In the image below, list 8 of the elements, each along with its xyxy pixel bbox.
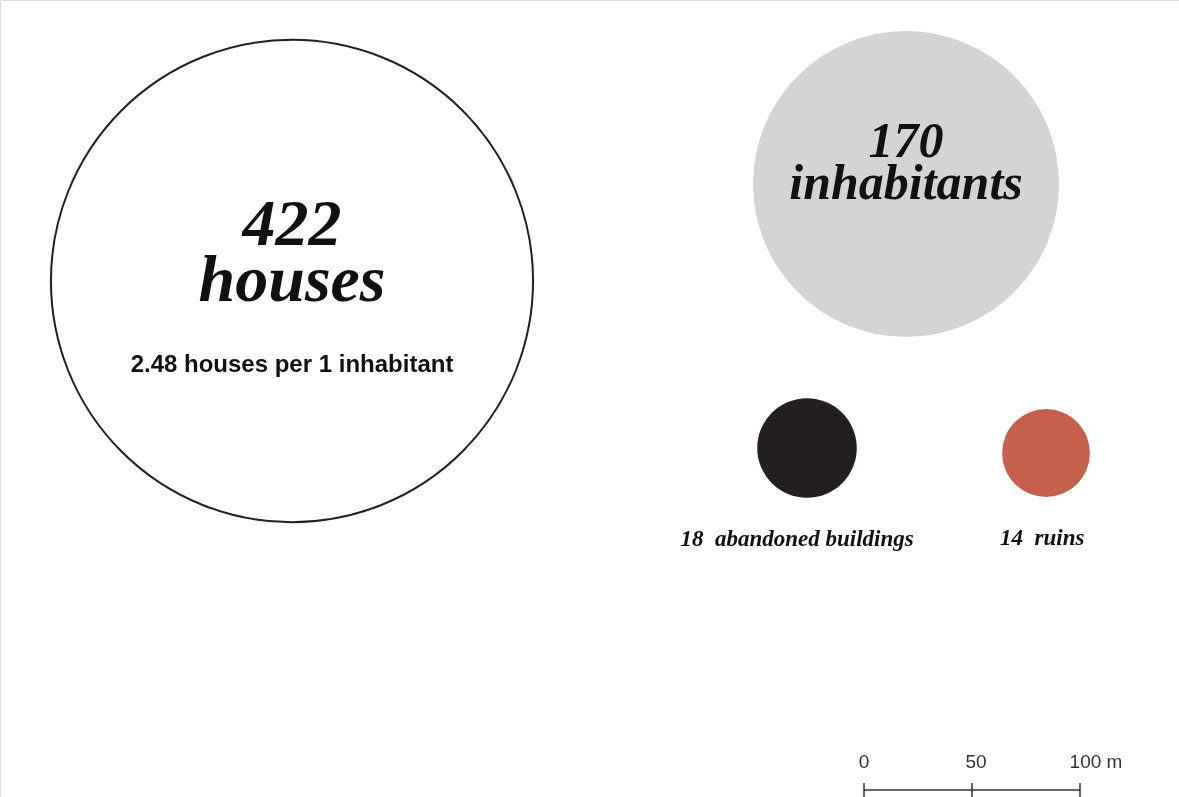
data-label: 18 xyxy=(680,526,704,552)
text: 2.48 houses per 1 inhabitant xyxy=(130,350,454,377)
text: 0 xyxy=(858,751,870,772)
category-label: ruins xyxy=(1034,524,1085,550)
text: 50 xyxy=(965,751,987,772)
data-label: 14 xyxy=(1000,524,1023,550)
text: 100 m xyxy=(1069,751,1123,772)
category-label: abandoned buildings xyxy=(715,526,914,552)
